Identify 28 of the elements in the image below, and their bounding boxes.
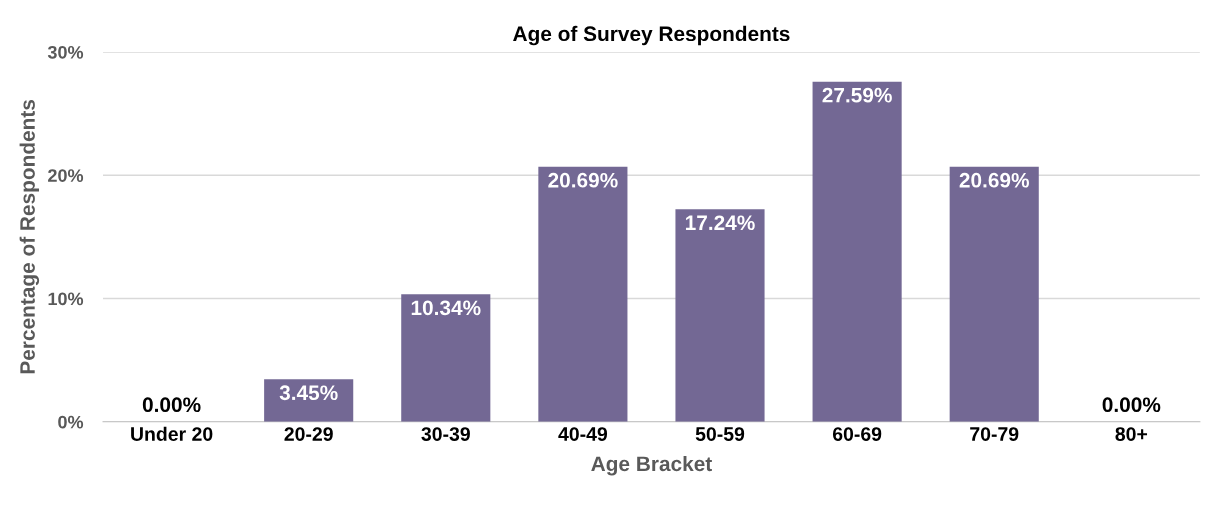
y-tick-label: 30% [47,45,84,59]
data-label: 17.24% [685,215,755,231]
bar [812,81,902,422]
data-label: 3.45% [279,385,338,401]
data-label: 0.00% [1102,397,1161,413]
x-tick-label: 80+ [1115,427,1148,441]
bar [949,166,1039,422]
x-tick-label: 50-59 [695,427,745,441]
bar [538,166,628,422]
x-tick-label: 70-79 [970,427,1019,441]
data-label: 20.69% [959,172,1029,188]
bar [401,294,491,422]
data-label: 0.00% [142,397,201,413]
chart-title: Age of Survey Respondents [513,25,790,46]
data-label: 10.34% [411,300,481,316]
x-tick-label: 40-49 [558,427,608,441]
x-tick-label: 20-29 [284,427,333,441]
y-tick-label: 0% [58,415,84,429]
data-label: 27.59% [822,87,892,103]
bar [675,209,765,422]
y-tick-label: 20% [48,169,84,182]
x-tick-label: 30-39 [421,427,470,441]
y-axis-title: Percentage of Respondents [19,99,40,374]
x-tick-label: 60-69 [832,427,882,441]
x-axis-title: Age Bracket [591,455,712,476]
data-label: 20.69% [548,172,618,188]
x-tick-label: Under 20 [131,426,213,441]
y-tick-label: 10% [48,292,84,306]
